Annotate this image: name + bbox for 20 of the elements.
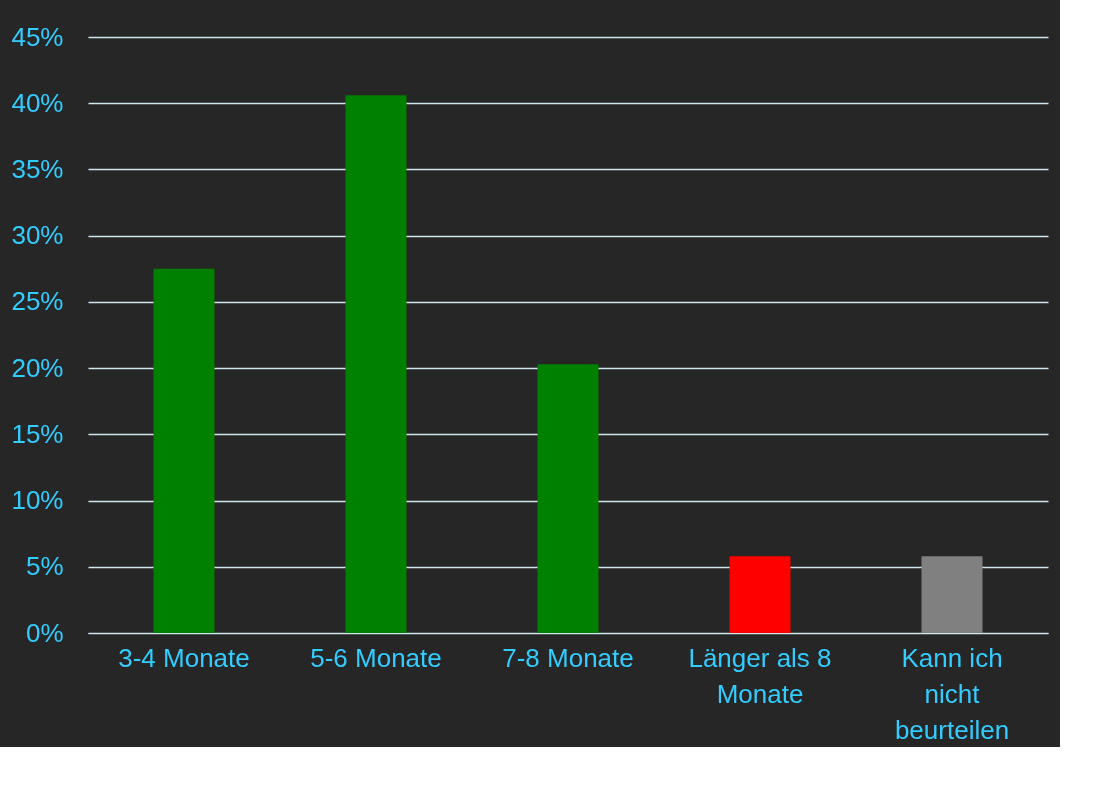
y-tick-label: 35% bbox=[11, 153, 64, 184]
bar bbox=[921, 556, 983, 633]
y-tick-label: 5% bbox=[25, 551, 64, 582]
bar bbox=[153, 268, 215, 633]
y-tick-label: 40% bbox=[11, 87, 64, 118]
y-tick-label: 10% bbox=[11, 485, 64, 516]
bar bbox=[537, 364, 599, 633]
x-tick-label: Kann ich nicht beurteilen bbox=[894, 642, 1010, 745]
bar bbox=[729, 556, 791, 633]
y-tick-label: 25% bbox=[11, 286, 64, 317]
bar bbox=[345, 95, 407, 633]
y-tick-label: 30% bbox=[11, 220, 64, 251]
x-tick-label: 7-8 Monate bbox=[502, 642, 634, 673]
y-tick-label: 15% bbox=[11, 418, 64, 449]
x-tick-label: Länger als 8 Monate bbox=[688, 642, 832, 709]
y-tick-label: 20% bbox=[11, 352, 64, 383]
x-tick-label: 5-6 Monate bbox=[310, 642, 442, 673]
y-tick-label: 0% bbox=[25, 617, 64, 648]
y-tick-label: 45% bbox=[11, 21, 64, 52]
x-tick-label: 3-4 Monate bbox=[118, 642, 250, 673]
